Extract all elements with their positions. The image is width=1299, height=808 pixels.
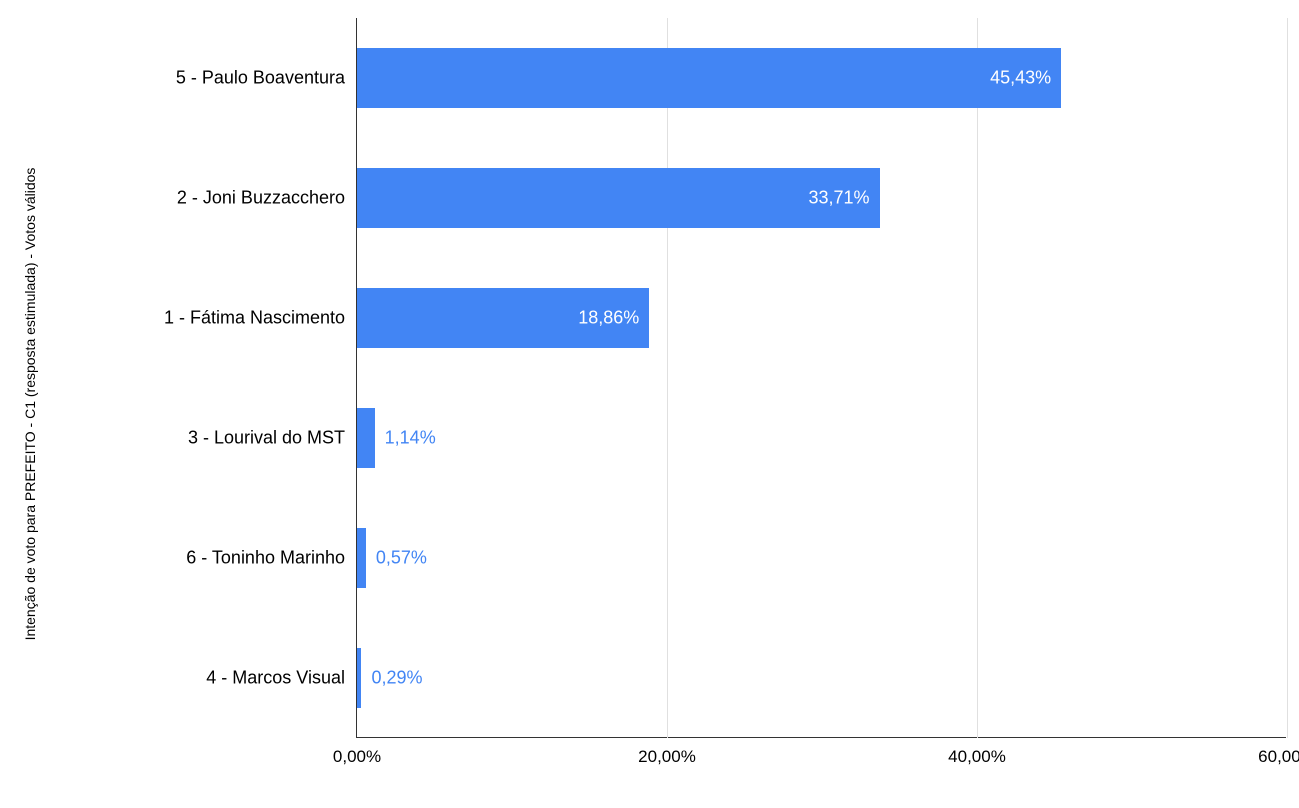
bar-value-label: 33,71%: [808, 188, 869, 209]
bar-row: 2 - Joni Buzzacchero33,71%: [357, 138, 1287, 258]
bar: [357, 408, 375, 468]
bar-row: 6 - Toninho Marinho0,57%: [357, 498, 1287, 618]
bar-row: 3 - Lourival do MST1,14%: [357, 378, 1287, 498]
bar-value-label: 0,57%: [376, 548, 427, 569]
category-label: 5 - Paulo Boaventura: [176, 68, 345, 89]
category-label: 2 - Joni Buzzacchero: [177, 188, 345, 209]
bar: [357, 648, 361, 708]
bar-value-label: 45,43%: [990, 68, 1051, 89]
category-label: 1 - Fátima Nascimento: [164, 308, 345, 329]
x-tick-label: 20,00%: [638, 747, 696, 767]
bar: [357, 168, 880, 228]
x-tick-label: 0,00%: [333, 747, 381, 767]
bar-value-label: 1,14%: [385, 428, 436, 449]
x-tick-label: 60,00%: [1258, 747, 1299, 767]
bar-value-label: 0,29%: [371, 668, 422, 689]
category-label: 3 - Lourival do MST: [188, 428, 345, 449]
gridline: [1287, 18, 1288, 738]
category-label: 4 - Marcos Visual: [206, 668, 345, 689]
bar: [357, 48, 1061, 108]
x-tick-label: 40,00%: [948, 747, 1006, 767]
bar-row: 5 - Paulo Boaventura45,43%: [357, 18, 1287, 138]
bar-value-label: 18,86%: [578, 308, 639, 329]
bar-row: 4 - Marcos Visual0,29%: [357, 618, 1287, 738]
plot-area: 0,00%20,00%40,00%60,00%5 - Paulo Boavent…: [356, 18, 1286, 738]
category-label: 6 - Toninho Marinho: [186, 548, 345, 569]
bar-row: 1 - Fátima Nascimento18,86%: [357, 258, 1287, 378]
y-axis-title: Intenção de voto para PREFEITO - C1 (res…: [22, 168, 38, 641]
bar: [357, 528, 366, 588]
chart-container: Intenção de voto para PREFEITO - C1 (res…: [0, 0, 1299, 808]
